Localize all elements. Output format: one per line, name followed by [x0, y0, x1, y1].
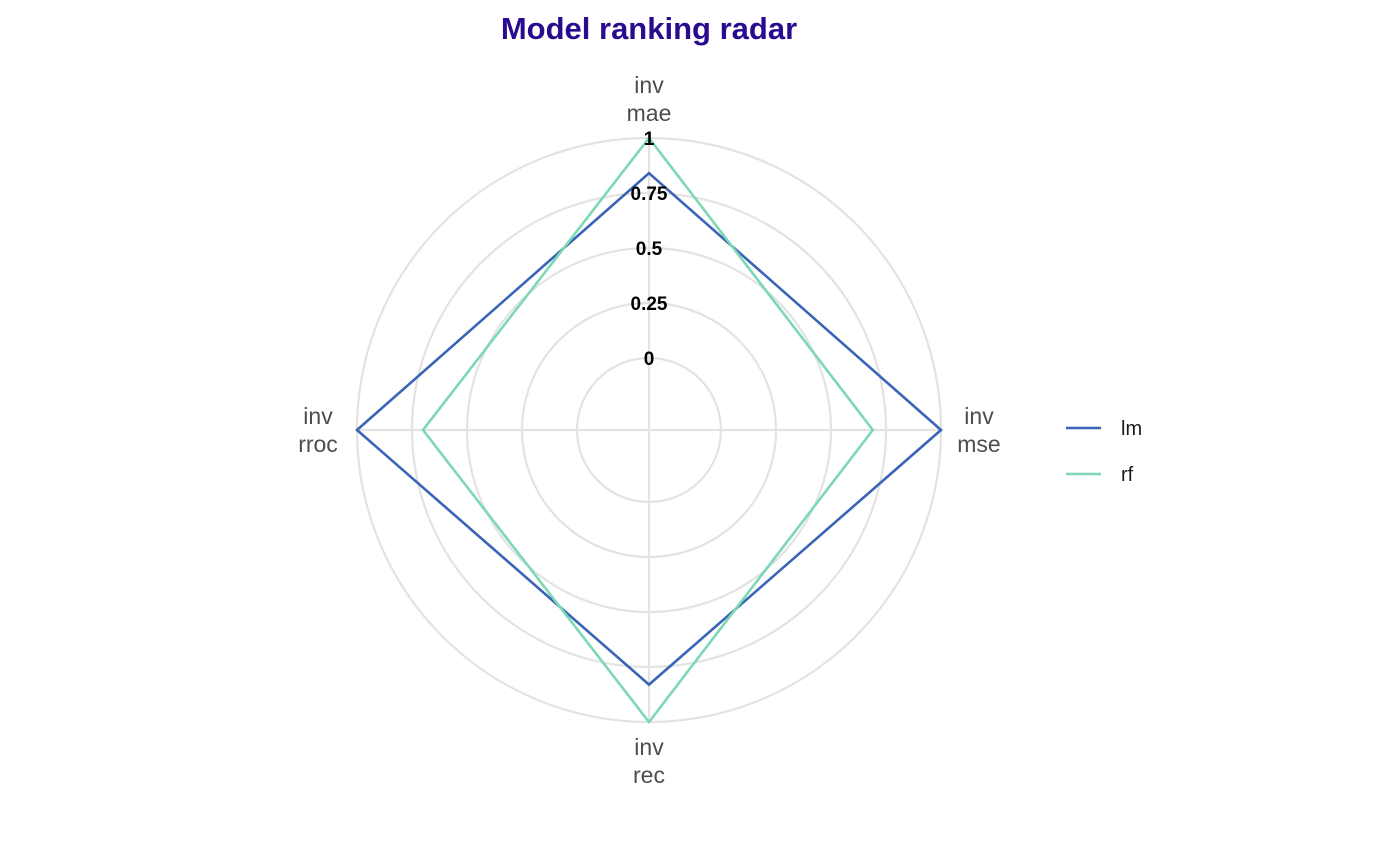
- axis-label-inv-mae: inv mae: [627, 72, 672, 126]
- legend-item-lm: lm: [1066, 418, 1142, 440]
- axis-label-inv-rec: inv rec: [633, 734, 665, 788]
- tick-label: 0.75: [631, 184, 668, 205]
- tick-label: 1: [644, 129, 655, 150]
- series-line-rf: [421, 135, 875, 725]
- axis-label-line: inv: [964, 403, 994, 429]
- axis-label-inv-rroc: inv rroc: [298, 403, 338, 457]
- axis-label-line: inv: [634, 72, 664, 98]
- tick-label: 0: [644, 349, 655, 370]
- radar-grid: [355, 136, 943, 724]
- series-line-lm: [355, 171, 943, 687]
- axis-label-line: mae: [627, 100, 672, 126]
- legend-label: rf: [1121, 464, 1134, 486]
- axis-label-line: mse: [957, 431, 1000, 457]
- axis-label-line: inv: [634, 734, 664, 760]
- axis-label-line: inv: [303, 403, 333, 429]
- legend-item-rf: rf: [1066, 464, 1134, 486]
- axis-label-line: rec: [633, 762, 665, 788]
- chart-title: Model ranking radar: [501, 11, 797, 46]
- axis-label-line: rroc: [298, 431, 338, 457]
- axis-label-inv-mse: inv mse: [957, 403, 1000, 457]
- legend: lm rf: [1066, 418, 1142, 486]
- legend-label: lm: [1121, 418, 1142, 440]
- tick-label: 0.5: [636, 239, 663, 260]
- tick-labels: 0 0.25 0.5 0.75 1: [631, 129, 668, 370]
- series-layer: [355, 135, 943, 725]
- tick-label: 0.25: [631, 294, 668, 315]
